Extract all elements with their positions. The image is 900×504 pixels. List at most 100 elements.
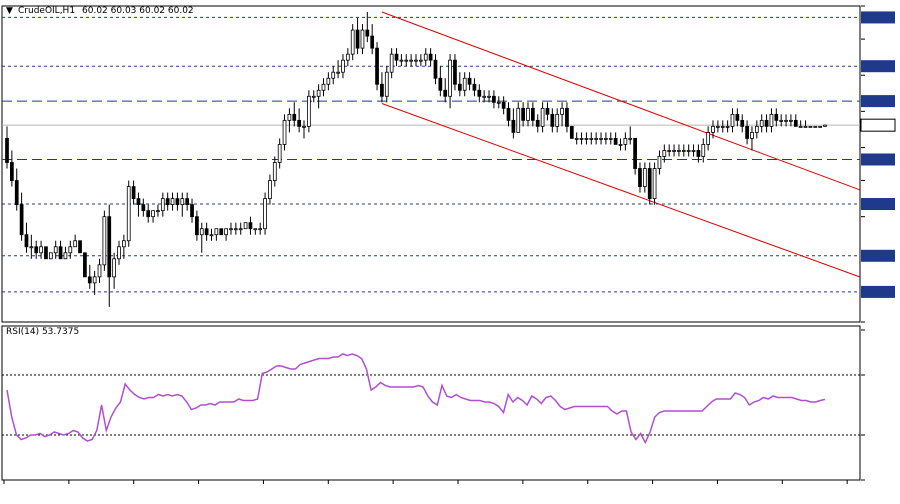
candle <box>175 198 180 206</box>
candle <box>823 124 827 127</box>
level-label-bg <box>861 153 895 166</box>
candle <box>180 198 185 206</box>
candle <box>672 150 676 152</box>
candle <box>345 53 350 61</box>
candle <box>112 258 116 278</box>
candle <box>375 47 379 85</box>
candle <box>204 228 209 236</box>
level-label-bg <box>861 11 895 24</box>
candle <box>34 246 39 254</box>
candle <box>638 168 642 187</box>
level-label-bg <box>861 285 895 298</box>
candle <box>141 204 146 212</box>
candle <box>511 119 516 133</box>
channel-line[interactable] <box>381 103 861 278</box>
rsi-line[interactable] <box>6 353 826 445</box>
candle <box>569 125 574 139</box>
candle <box>83 252 87 278</box>
candle <box>14 180 19 206</box>
level-label-bg <box>861 60 895 73</box>
candle <box>526 107 530 121</box>
candle <box>316 89 321 97</box>
candle <box>540 107 545 127</box>
candle <box>740 119 745 127</box>
candle <box>131 186 136 200</box>
candle <box>209 234 214 237</box>
candle <box>487 95 491 98</box>
candle <box>574 138 579 140</box>
candle <box>535 119 540 127</box>
candle <box>506 107 511 121</box>
candle <box>87 276 92 284</box>
candle <box>555 113 560 127</box>
rsi-label: RSI(14) 53.7375 <box>6 327 79 337</box>
candle <box>292 113 297 121</box>
candle <box>44 246 48 260</box>
candle <box>370 35 375 49</box>
candle <box>769 113 774 127</box>
candle <box>428 53 433 61</box>
candle <box>443 89 448 97</box>
candle <box>618 144 623 146</box>
candle <box>48 252 53 260</box>
candle <box>311 95 316 98</box>
rsi-panel[interactable] <box>1 325 861 481</box>
candle <box>779 119 784 122</box>
candle <box>681 150 686 152</box>
candle <box>384 71 389 97</box>
candle <box>297 119 302 127</box>
candle <box>579 138 584 140</box>
candle <box>156 210 160 213</box>
candle <box>696 150 701 157</box>
candle <box>793 119 798 127</box>
candle <box>448 59 452 97</box>
candle <box>73 240 78 248</box>
candle <box>798 125 803 128</box>
candle <box>774 113 779 121</box>
candle <box>126 186 131 242</box>
candle <box>423 53 428 61</box>
candle <box>677 150 681 152</box>
candle <box>594 138 599 140</box>
candle <box>711 125 715 133</box>
candle <box>302 125 306 128</box>
candle <box>399 59 404 62</box>
price-panel[interactable] <box>1 5 861 323</box>
candle <box>253 228 258 231</box>
candle <box>224 228 228 236</box>
candle <box>195 216 199 236</box>
candle <box>686 150 691 152</box>
candle <box>467 77 472 85</box>
candle <box>219 228 224 236</box>
symbol-menu-icon[interactable]: ▼ <box>6 6 13 16</box>
candle <box>667 150 672 152</box>
rsi-panel-frame <box>1 325 861 481</box>
candle <box>419 59 423 62</box>
candle <box>735 113 740 121</box>
candle <box>784 119 788 122</box>
channel-line[interactable] <box>381 11 861 191</box>
candle <box>394 53 399 61</box>
candle <box>808 125 813 128</box>
candle <box>457 83 462 91</box>
candle <box>5 138 9 163</box>
candle <box>117 246 121 260</box>
candle <box>584 138 589 140</box>
candle <box>818 125 822 128</box>
candle <box>803 125 808 128</box>
candle <box>68 246 73 254</box>
current-price-label-bg <box>860 118 896 132</box>
candle <box>530 107 535 121</box>
candle <box>730 113 735 127</box>
candle <box>185 198 190 206</box>
candle <box>433 59 438 79</box>
level-label-bg <box>861 198 895 211</box>
candle <box>287 113 292 121</box>
candle <box>496 101 501 104</box>
candle <box>759 119 764 127</box>
candle <box>107 216 112 278</box>
candle <box>389 53 394 73</box>
candle <box>613 138 618 145</box>
